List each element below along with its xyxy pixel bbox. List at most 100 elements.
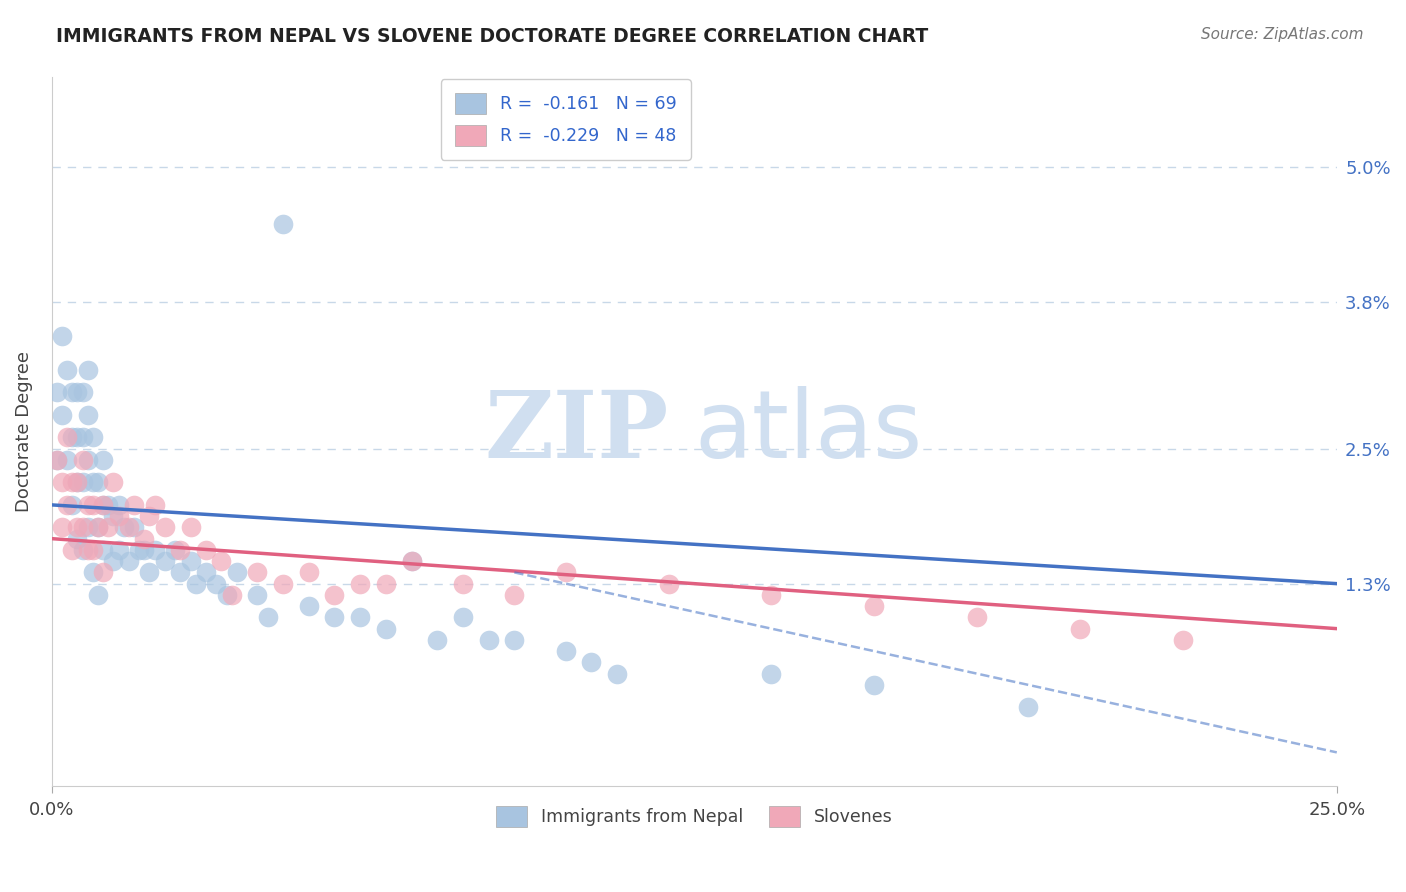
Point (118, 520, 141, 534)
Point (374, 622, 396, 636)
Point (107, 498, 129, 512)
Point (143, 498, 166, 512)
Point (134, 532, 156, 546)
Text: Source: ZipAtlas.com: Source: ZipAtlas.com (1201, 27, 1364, 42)
Point (56, 498, 79, 512)
Point (60, 430, 83, 444)
Point (554, 644, 576, 658)
Point (761, 666, 783, 681)
Point (298, 599, 321, 614)
Point (103, 509, 125, 524)
Point (51, 329, 73, 343)
Point (60, 498, 83, 512)
Point (103, 475, 125, 490)
Point (103, 554, 125, 568)
Point (56, 430, 79, 444)
Point (606, 666, 628, 681)
Point (209, 554, 232, 568)
Point (66, 475, 89, 490)
Point (76, 498, 98, 512)
Point (153, 554, 176, 568)
Point (426, 632, 449, 647)
Point (76, 363, 98, 377)
Point (503, 632, 526, 647)
Point (349, 610, 371, 624)
Point (87, 520, 110, 534)
Text: atlas: atlas (695, 385, 922, 478)
Legend: Immigrants from Nepal, Slovenes: Immigrants from Nepal, Slovenes (489, 799, 900, 834)
Point (45, 385, 67, 400)
Point (60, 542, 83, 557)
Point (66, 520, 89, 534)
Point (374, 576, 396, 591)
Point (72, 453, 94, 467)
Point (51, 520, 73, 534)
Point (82, 498, 104, 512)
Point (271, 576, 294, 591)
Point (82, 566, 104, 580)
Point (66, 385, 89, 400)
Point (72, 475, 94, 490)
Point (271, 217, 294, 231)
Point (76, 408, 98, 422)
Point (112, 520, 135, 534)
Point (66, 532, 89, 546)
Text: ZIP: ZIP (484, 387, 669, 477)
Point (143, 542, 166, 557)
Point (221, 588, 243, 602)
Point (451, 576, 474, 591)
Point (165, 542, 187, 557)
Point (323, 610, 346, 624)
Point (91, 453, 114, 467)
Point (153, 520, 176, 534)
Point (72, 542, 94, 557)
Point (51, 475, 73, 490)
Point (554, 566, 576, 580)
Point (107, 509, 129, 524)
Point (76, 542, 98, 557)
Point (298, 566, 321, 580)
Point (323, 588, 346, 602)
Point (401, 554, 423, 568)
Point (478, 632, 501, 647)
Point (82, 430, 104, 444)
Point (60, 385, 83, 400)
Point (225, 566, 247, 580)
Point (56, 453, 79, 467)
Point (180, 554, 202, 568)
Point (138, 509, 160, 524)
Point (97, 520, 120, 534)
Point (107, 542, 129, 557)
Point (581, 656, 603, 670)
Point (91, 498, 114, 512)
Point (82, 475, 104, 490)
Point (91, 498, 114, 512)
Point (761, 588, 783, 602)
Point (76, 453, 98, 467)
Point (1069, 622, 1091, 636)
Point (66, 430, 89, 444)
Point (194, 566, 217, 580)
Point (87, 520, 110, 534)
Point (45, 453, 67, 467)
Point (122, 520, 145, 534)
Point (76, 520, 98, 534)
Point (863, 678, 886, 692)
Point (180, 520, 202, 534)
Point (91, 542, 114, 557)
Point (215, 588, 238, 602)
Point (91, 566, 114, 580)
Point (51, 408, 73, 422)
Point (56, 363, 79, 377)
Point (82, 542, 104, 557)
Point (451, 610, 474, 624)
Point (966, 610, 988, 624)
Point (184, 576, 207, 591)
Point (205, 576, 228, 591)
Point (134, 542, 156, 557)
Point (128, 542, 150, 557)
Point (1017, 700, 1039, 714)
Point (66, 475, 89, 490)
Point (97, 498, 120, 512)
Point (118, 554, 141, 568)
